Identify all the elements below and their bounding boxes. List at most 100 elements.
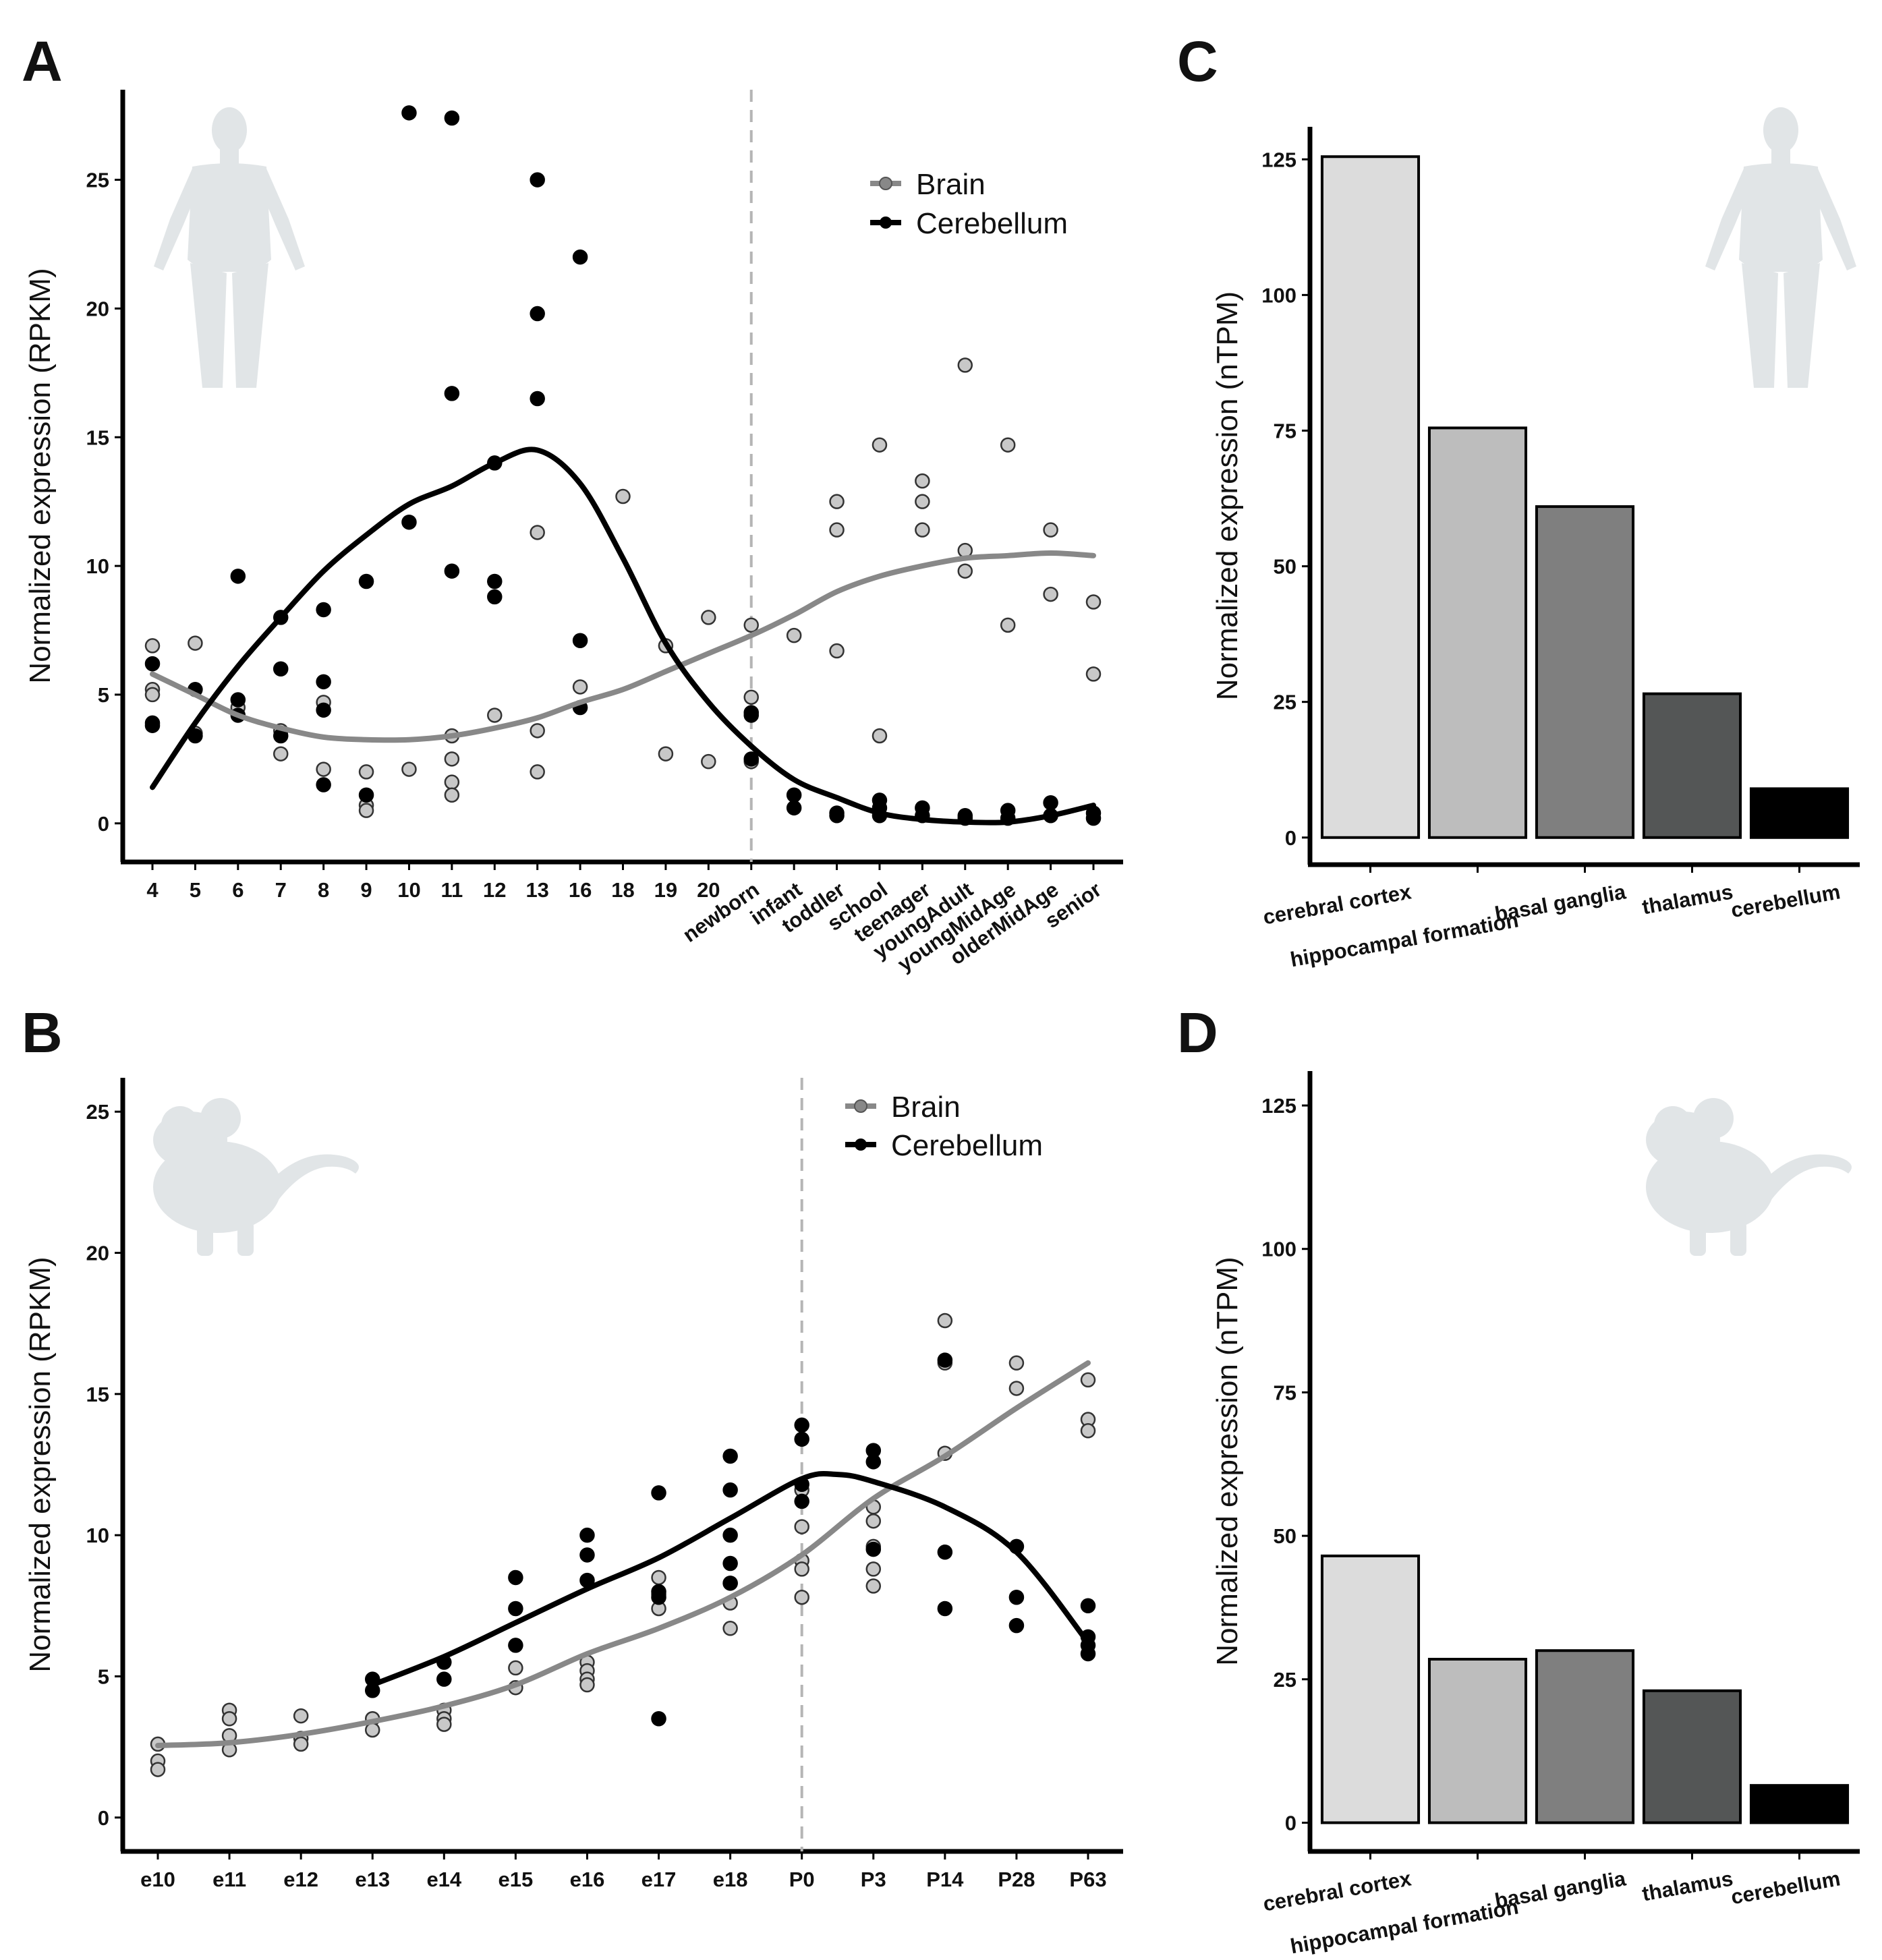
x-tick-label: 8 — [318, 878, 329, 902]
x-tick-label: basal ganglia — [1493, 1866, 1628, 1913]
panel-letter-c: C — [1177, 30, 1218, 93]
cerebellum-data-point — [743, 751, 759, 767]
cerebellum-data-point — [794, 1493, 809, 1509]
bar — [1642, 1689, 1742, 1824]
x-tick-label: P14 — [926, 1868, 964, 1891]
brain-trend-line — [150, 550, 1096, 743]
brain-data-point — [794, 1519, 809, 1534]
x-tick-label: e13 — [355, 1868, 390, 1891]
y-tick-label: 20 — [86, 1242, 109, 1265]
panel-letter-b: B — [22, 1001, 63, 1064]
y-axis-title: Normalized expression (RPKM) — [24, 268, 57, 683]
legend-brain-marker — [854, 1099, 867, 1113]
brain-data-point — [701, 610, 716, 625]
brain-data-point — [615, 488, 631, 505]
legend-brain-marker — [879, 177, 892, 190]
cerebellum-data-point — [572, 633, 588, 649]
cerebellum-data-point — [722, 1576, 738, 1591]
x-tick-label: P0 — [789, 1868, 815, 1891]
cerebellum-data-point — [144, 656, 161, 672]
cerebellum-data-point — [436, 1671, 452, 1687]
cerebellum-data-point — [743, 708, 759, 723]
cerebellum-data-point — [794, 1417, 809, 1433]
brain-data-point — [508, 1660, 523, 1676]
cerebellum-data-point — [316, 602, 331, 618]
cerebellum-data-point — [722, 1527, 738, 1543]
legend-brain-label: Brain — [916, 168, 986, 201]
cerebellum-data-point — [530, 391, 545, 407]
y-tick-label: 100 — [1261, 1238, 1296, 1261]
brain-data-point — [915, 522, 930, 538]
y-tick-label: 25 — [86, 169, 109, 192]
cerebellum-data-point — [358, 787, 374, 803]
legend-cerebellum-marker — [880, 217, 892, 229]
brain-data-point — [144, 638, 161, 654]
y-axis-title: Normalized expression (nTPM) — [1211, 1257, 1244, 1665]
y-tick-label: 125 — [1261, 148, 1296, 171]
y-tick-label: 0 — [98, 812, 109, 836]
cerebellum-data-point — [487, 589, 503, 605]
x-tick-label: 6 — [232, 878, 244, 902]
x-tick-label: e17 — [641, 1868, 677, 1891]
bar — [1535, 505, 1635, 839]
brain-data-point — [1043, 586, 1058, 602]
bar — [1535, 1649, 1635, 1824]
brain-data-point — [364, 1722, 380, 1738]
bar — [1749, 787, 1850, 839]
x-tick-label: 5 — [190, 878, 201, 902]
cerebellum-data-point — [651, 1711, 666, 1727]
y-axis-title: Normalized expression (nTPM) — [1211, 291, 1244, 700]
cerebellum-data-point — [937, 1601, 953, 1617]
brain-data-point — [293, 1708, 309, 1724]
cerebellum-data-point — [1085, 810, 1102, 826]
cerebellum-data-point — [1080, 1598, 1096, 1614]
brain-data-point — [829, 522, 845, 538]
brain-data-point — [829, 494, 845, 509]
cerebellum-data-point — [651, 1485, 666, 1501]
cerebellum-data-point — [579, 1527, 595, 1543]
x-tick-label: e16 — [570, 1868, 605, 1891]
y-tick-label: 0 — [1285, 826, 1296, 850]
x-tick-label: thalamus — [1641, 880, 1735, 919]
cerebellum-data-point — [1080, 1646, 1096, 1662]
x-tick-label: cerebral cortex — [1261, 880, 1414, 929]
y-tick-label: 25 — [1274, 1668, 1296, 1692]
brain-data-point — [1080, 1423, 1096, 1439]
brain-data-point — [530, 525, 545, 540]
x-tick-label: e12 — [283, 1868, 318, 1891]
brain-data-point — [436, 1717, 452, 1732]
brain-data-point — [572, 679, 588, 695]
brain-data-point — [530, 764, 545, 780]
brain-data-point — [358, 764, 374, 780]
cerebellum-data-point — [786, 787, 802, 803]
cerebellum-data-point — [401, 105, 417, 121]
cerebellum-data-point — [444, 386, 460, 401]
cerebellum-data-point — [508, 1601, 523, 1617]
brain-data-point — [358, 803, 374, 818]
cerebellum-data-point — [144, 718, 161, 733]
brain-trend-line — [155, 1360, 1091, 1749]
mouse-silhouette-icon — [153, 1098, 359, 1256]
brain-data-point — [651, 1569, 666, 1586]
x-tick-label: basal ganglia — [1493, 880, 1628, 926]
y-tick-label: 10 — [86, 554, 109, 578]
y-tick-label: 50 — [1274, 555, 1296, 579]
brain-data-point — [743, 689, 759, 705]
cerebellum-data-point — [865, 1454, 882, 1470]
x-tick-label: 19 — [654, 878, 677, 902]
x-tick-label: thalamus — [1641, 1866, 1735, 1905]
scatter-plot-mouse: 0 5 10 15 20 25 Normalized expression (RPKM) e1… — [24, 1078, 1123, 1891]
brain-data-point — [915, 473, 930, 489]
panel-letter-a: A — [22, 30, 63, 93]
legend-brain-label: Brain — [891, 1091, 961, 1124]
brain-data-point — [1043, 522, 1058, 538]
brain-data-point — [1085, 666, 1102, 682]
x-tick-label: 18 — [611, 878, 634, 902]
cerebellum-data-point — [487, 573, 503, 589]
cerebellum-data-point — [579, 1547, 595, 1563]
brain-data-point — [401, 761, 417, 777]
y-tick-label: 75 — [1274, 1381, 1296, 1404]
cerebellum-data-point — [722, 1482, 738, 1498]
cerebellum-trend-line — [370, 1470, 1091, 1688]
brain-data-point — [937, 1313, 953, 1329]
